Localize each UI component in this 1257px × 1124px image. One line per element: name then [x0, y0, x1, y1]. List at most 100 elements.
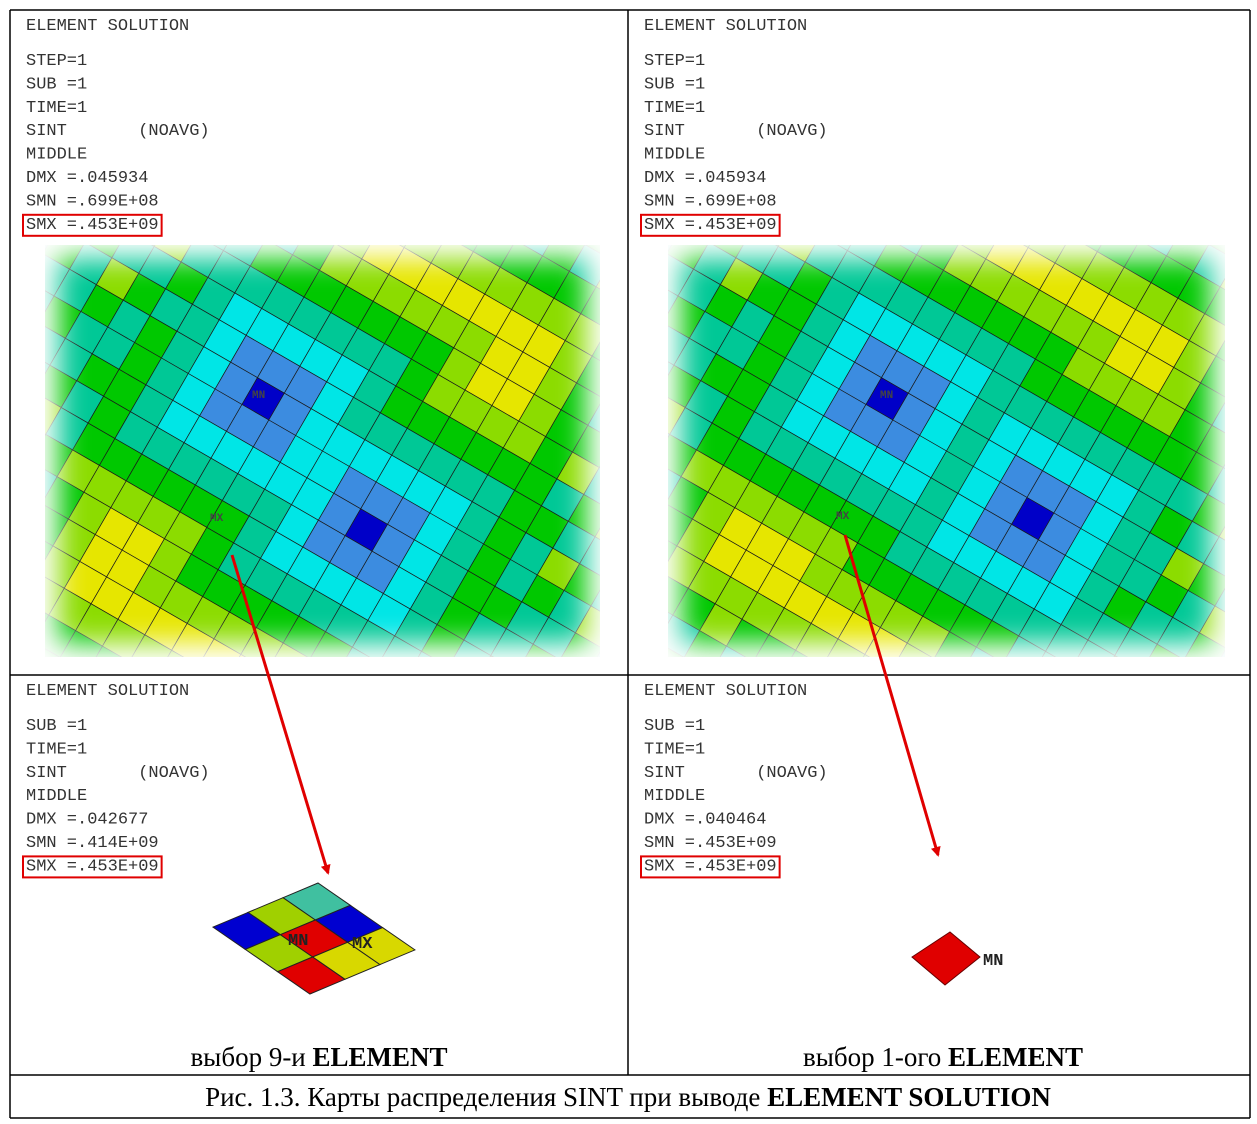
mesh-cell [1056, 917, 1098, 959]
mesh-cell [512, 963, 554, 1005]
mesh-cell [948, 174, 990, 216]
mesh-cell [953, 786, 995, 828]
mesh-cell [366, 163, 408, 205]
mesh-cell [263, 32, 305, 74]
mesh-cell [185, 166, 227, 208]
mesh-cell [905, 186, 947, 228]
mesh-cell [0, 557, 37, 599]
mesh-label: MN [252, 390, 265, 402]
mesh-cell [371, 774, 413, 816]
mesh-cell [794, 193, 836, 235]
mesh-cell [1132, 1033, 1174, 1075]
mesh-cell [0, 542, 11, 584]
mesh-cell [333, 716, 375, 758]
panel-line: SUB =1 [644, 717, 705, 736]
mesh-cell [83, 715, 125, 757]
mesh-cell [524, 1006, 566, 1048]
mesh-cell [582, 37, 624, 79]
mesh-cell [821, 889, 863, 931]
mesh-cell [596, 473, 638, 515]
mesh-cell [1128, 171, 1170, 213]
mesh-cell [1125, 921, 1167, 963]
mesh-cell [860, 16, 902, 58]
mesh-cell [925, 90, 967, 132]
mesh-cell [482, 767, 524, 809]
panel-line: SUB =1 [644, 75, 705, 94]
mesh-cell [237, 697, 279, 739]
mesh-cell [321, 674, 363, 716]
mesh-cell [429, 736, 471, 778]
mesh-cell [484, 730, 526, 772]
mesh-cell [548, 122, 590, 164]
mesh-cell [795, 873, 837, 915]
mesh-cell [619, 557, 661, 599]
mesh-cell [994, 94, 1036, 136]
mesh-cell [850, 192, 892, 234]
mesh-cell [752, 885, 794, 927]
mesh-cell [781, 188, 823, 230]
mesh-cell [596, 260, 638, 302]
mesh-cell [1026, 721, 1068, 763]
mesh-cell [1102, 156, 1144, 198]
mesh-cell [1040, 944, 1082, 986]
mesh-cell [1080, 752, 1122, 794]
mesh-cell [589, 148, 631, 190]
mesh-cell [125, 704, 167, 746]
mesh-cell [932, 201, 974, 243]
max-line: SMX =.453E+09 [644, 857, 777, 876]
mesh-cell [1079, 71, 1121, 113]
mesh-cell [1148, 75, 1190, 117]
mesh-cell [351, 870, 393, 912]
mesh-cell [213, 862, 255, 904]
mesh-cell [402, 721, 444, 763]
mesh-cell [987, 0, 1029, 24]
mesh-cell [601, 871, 643, 913]
mesh-cell [136, 66, 178, 108]
mesh-cell [630, 600, 672, 642]
mesh-cell [0, 84, 24, 126]
mesh-cell [1226, 622, 1257, 664]
mesh-cell [605, 334, 647, 376]
mesh-cell [611, 483, 653, 525]
mesh-cell [444, 709, 486, 751]
mesh-cell [760, 66, 802, 108]
mesh-cell [228, 835, 270, 877]
panel-line: SMN =.414E+09 [26, 834, 159, 853]
mesh-cell [8, 350, 50, 392]
mesh-cell [355, 121, 397, 163]
mesh-cell [1229, 802, 1257, 844]
mesh-cell [413, 763, 455, 805]
mesh-cell [988, 663, 1030, 705]
mesh-cell [615, 414, 657, 456]
max-line: SMX =.453E+09 [644, 216, 777, 235]
mesh-cell [205, 70, 247, 112]
mesh-cell [93, 77, 135, 119]
mesh-cell [776, 719, 818, 761]
mesh-cell [608, 302, 650, 344]
mesh-cell [386, 747, 428, 789]
mesh-cell [1251, 206, 1257, 248]
mesh-cell [933, 882, 975, 924]
mesh-cell [321, 0, 363, 36]
mesh-cell [528, 6, 570, 48]
mesh-cell [876, 670, 918, 712]
mesh-cell [999, 705, 1041, 747]
mesh-cell [471, 725, 513, 767]
mesh-cell [517, 894, 559, 936]
mesh-cell [528, 936, 570, 978]
mesh-cell [1210, 898, 1252, 940]
mesh-cell [358, 982, 400, 1024]
mesh-cell [1049, 805, 1091, 847]
mesh-cell [505, 852, 547, 894]
mesh-cell [501, 921, 543, 963]
mesh-cell [1152, 6, 1194, 48]
mesh-cell [802, 54, 844, 96]
mesh-cell [1144, 144, 1186, 186]
mesh-cell [598, 691, 640, 733]
mesh-cell [806, 916, 848, 958]
mesh-cell [1099, 656, 1141, 698]
mesh-cell [498, 740, 540, 782]
mesh-cell [1136, 963, 1178, 1005]
mesh-cell [190, 777, 232, 819]
mesh-cell [1125, 0, 1167, 33]
